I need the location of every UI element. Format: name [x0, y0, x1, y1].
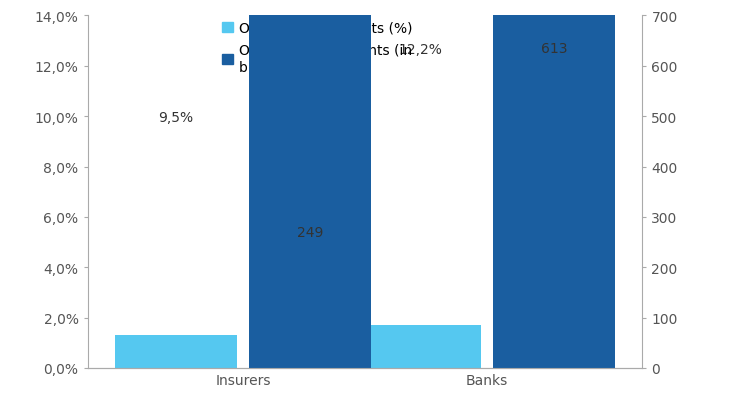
Text: 249: 249: [297, 225, 323, 239]
Bar: [359, 325, 481, 368]
Text: 9,5%: 9,5%: [158, 110, 193, 124]
Text: 613: 613: [541, 42, 567, 56]
Legend: Oustanding amounts (%), Outstanding amounts (in
billions of euros): Oustanding amounts (%), Outstanding amou…: [217, 16, 418, 80]
Text: 12,2%: 12,2%: [398, 43, 442, 56]
Bar: [115, 335, 237, 368]
Bar: [493, 0, 615, 368]
Bar: [249, 0, 371, 368]
